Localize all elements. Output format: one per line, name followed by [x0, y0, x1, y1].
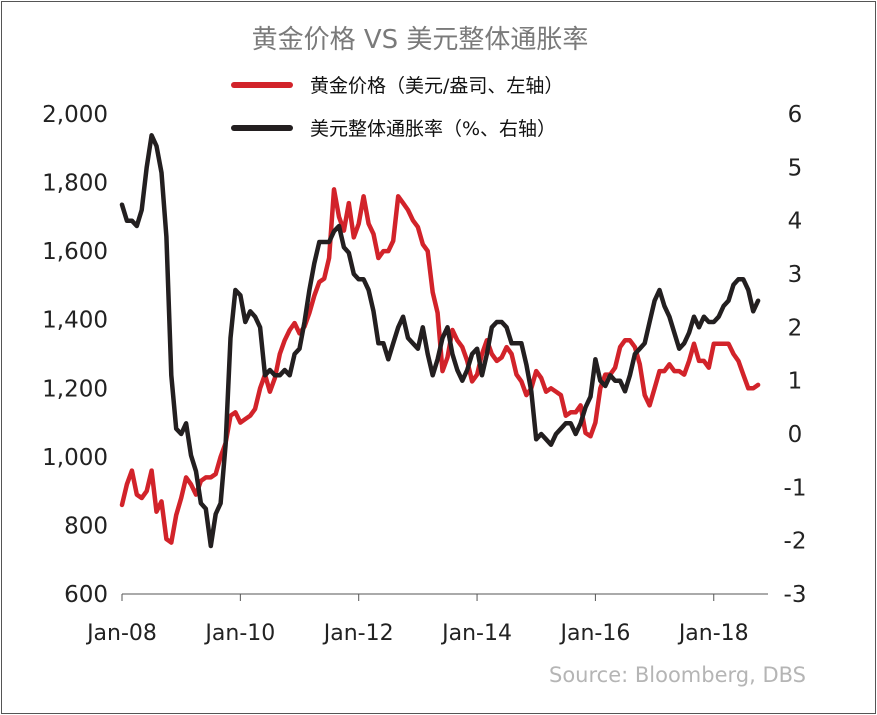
- x-axis: Jan-08 Jan-10 Jan-12 Jan-14 Jan-16 Jan-18: [85, 594, 749, 646]
- y-right-tick-label: -2: [784, 529, 807, 555]
- y-left-tick-label: 2,000: [42, 102, 108, 128]
- y-left-tick-label: 1,600: [42, 239, 108, 265]
- y-left-tick-label: 600: [64, 582, 108, 608]
- chart-title: 黄金价格 VS 美元整体通胀率: [252, 25, 589, 55]
- y-left-tick-label: 1,200: [42, 376, 108, 402]
- y-right-tick-label: 5: [788, 155, 803, 181]
- y-right-tick-label: -1: [784, 475, 807, 501]
- y-left-tick-label: 1,400: [42, 308, 108, 334]
- y-axis-left: 2,000 1,800 1,600 1,400 1,200 1,000 800 600: [42, 102, 108, 608]
- y-right-tick-label: 0: [788, 422, 803, 448]
- x-tick-label: Jan-18: [677, 621, 749, 646]
- y-axis-right: 6 5 4 3 2 1 0 -1 -2 -3: [784, 102, 807, 608]
- gold-price-line: [119, 187, 761, 545]
- y-right-tick-label: 3: [788, 262, 803, 288]
- x-tick-label: Jan-08: [85, 621, 157, 646]
- y-right-tick-label: -3: [784, 582, 807, 608]
- source-note: Source: Bloomberg, DBS: [549, 663, 806, 687]
- y-left-tick-label: 800: [64, 513, 108, 539]
- inflation-line: [119, 133, 761, 549]
- y-left-tick-label: 1,800: [42, 171, 108, 197]
- x-tick-label: Jan-14: [440, 621, 512, 646]
- series-layer: [119, 133, 761, 549]
- y-right-tick-label: 4: [788, 209, 803, 235]
- legend-label-gold: 黄金价格（美元/盎司、左轴）: [310, 75, 563, 97]
- legend-label-inflation: 美元整体通胀率（%、右轴）: [310, 118, 556, 140]
- y-left-tick-label: 1,000: [42, 445, 108, 471]
- x-tick-label: Jan-10: [203, 621, 275, 646]
- x-tick-label: Jan-12: [322, 621, 394, 646]
- y-right-tick-label: 1: [788, 369, 803, 395]
- y-right-tick-label: 2: [788, 315, 803, 341]
- x-tick-label: Jan-16: [558, 621, 630, 646]
- legend: 黄金价格（美元/盎司、左轴） 美元整体通胀率（%、右轴）: [231, 75, 563, 140]
- y-right-tick-label: 6: [788, 102, 803, 128]
